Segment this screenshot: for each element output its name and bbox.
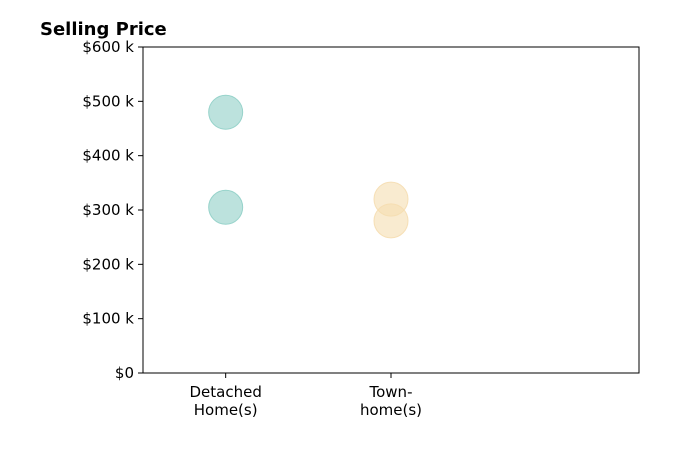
y-tick-label: $100 k (82, 310, 134, 328)
x-axis: Detached Home(s) Town-home(s) (189, 373, 422, 419)
chart-title: Selling Price (40, 19, 167, 40)
data-point (208, 94, 244, 130)
y-axis: $0 $100 k $200 k $300 k $400 k $500 k $600 k (82, 38, 143, 382)
data-marks (208, 94, 409, 239)
y-tick-label: $400 k (82, 147, 134, 165)
y-tick-label: $600 k (82, 38, 134, 56)
y-tick-label: $300 k (82, 201, 134, 219)
y-tick-label: $500 k (82, 92, 134, 110)
y-tick-label: $0 (115, 364, 134, 382)
x-tick-label: Detached Home(s) (189, 383, 261, 419)
y-tick-label: $200 k (82, 255, 134, 273)
x-tick-label: Town-home(s) (360, 383, 422, 419)
data-point (208, 189, 244, 225)
data-point (373, 203, 409, 239)
